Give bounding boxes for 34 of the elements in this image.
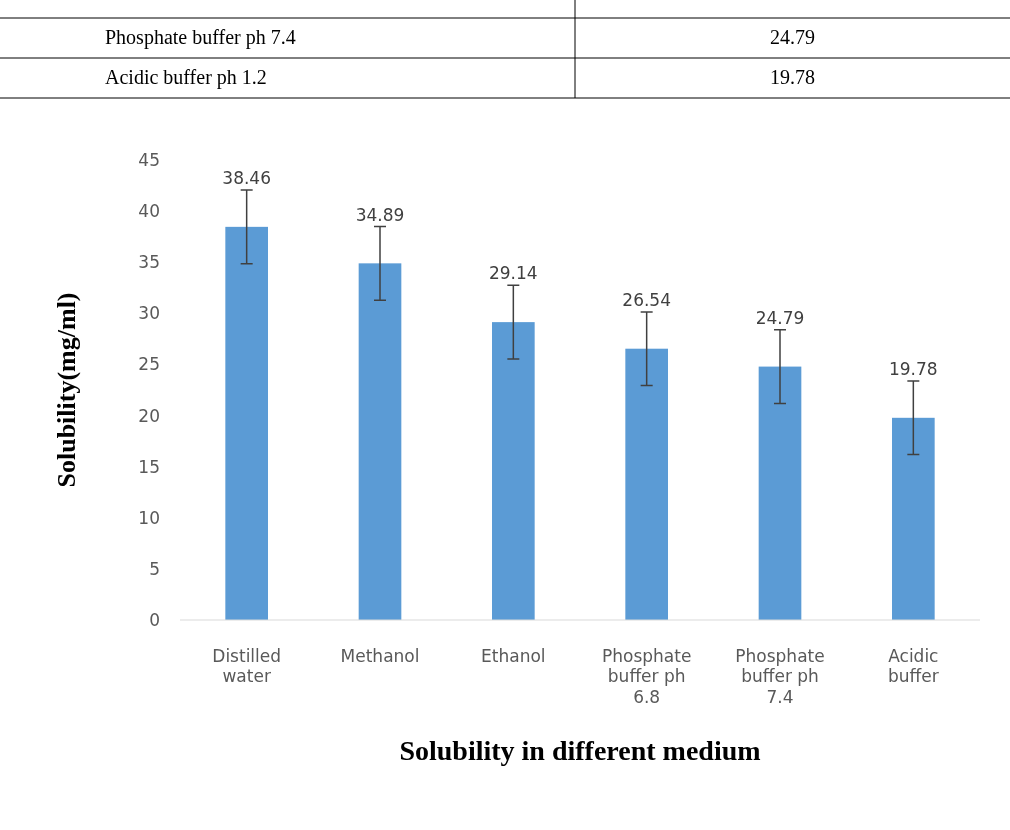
data-label: 34.89: [355, 204, 405, 225]
bar: [492, 322, 535, 620]
x-axis-title: Solubility in different medium: [399, 735, 761, 766]
data-label: 29.14: [489, 263, 538, 284]
bar: [625, 348, 668, 620]
text: 24.79: [770, 26, 815, 48]
text: 19.78: [770, 66, 815, 88]
bar: [225, 226, 268, 620]
bar: [892, 417, 935, 620]
x-tick-label: Acidic buffer: [887, 646, 939, 687]
x-tick-label: Methanol: [340, 646, 420, 667]
data-label: 19.78: [889, 359, 938, 379]
x-tick-label: Ethanol: [481, 646, 546, 667]
y-tick-label: 0: [149, 609, 160, 630]
y-tick-label: 40: [138, 201, 160, 222]
y-tick-label: 30: [138, 303, 160, 324]
y-axis-title: Solubility(mg/ml): [52, 292, 81, 488]
x-tick-label: Distilled water: [212, 646, 282, 687]
bar: [358, 263, 402, 620]
x-tick-label: Phosphate buffer ph 7.4: [735, 646, 825, 707]
y-tick-label: 25: [138, 354, 160, 375]
data-label: 38.46: [222, 168, 271, 189]
y-tick-label: 20: [138, 405, 160, 426]
text: Phosphate buffer ph 7.4: [105, 26, 296, 49]
y-tick-label: 15: [138, 456, 160, 477]
y-tick-label: 10: [138, 507, 160, 528]
y-tick-label: 35: [138, 252, 160, 273]
text: Acidic buffer ph 1.2: [105, 66, 267, 89]
data-label: 24.79: [755, 307, 805, 328]
y-tick-label: 45: [138, 149, 160, 170]
bar: [758, 366, 802, 620]
x-tick-label: Phosphate buffer ph 6.8: [601, 646, 692, 707]
data-label: 26.54: [622, 289, 671, 310]
y-tick-label: 5: [149, 558, 160, 579]
